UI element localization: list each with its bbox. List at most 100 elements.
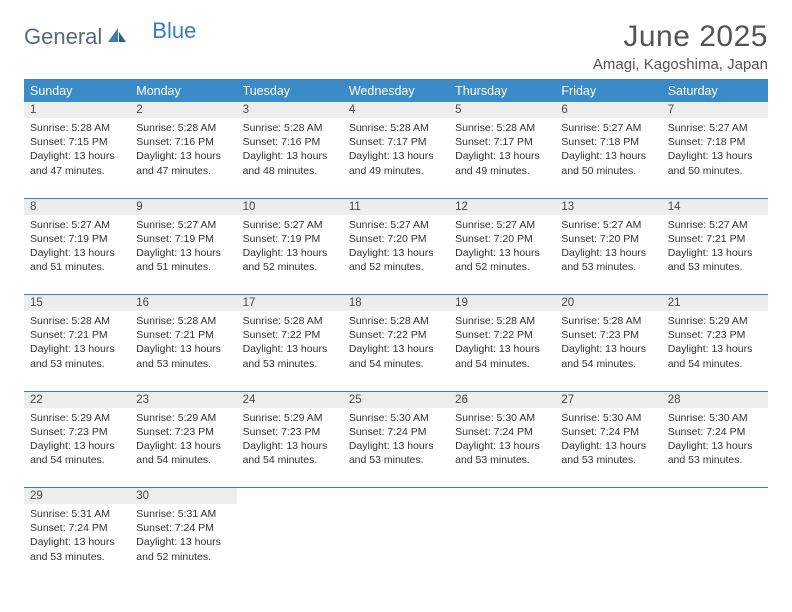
day-cell: Sunrise: 5:30 AMSunset: 7:24 PMDaylight:… (343, 408, 449, 474)
sunrise-line: Sunrise: 5:27 AM (561, 218, 655, 232)
sunset-line: Sunset: 7:22 PM (455, 328, 549, 342)
day-number: 12 (449, 199, 555, 215)
sunset-line: Sunset: 7:23 PM (668, 328, 762, 342)
day-cell: Sunrise: 5:29 AMSunset: 7:23 PMDaylight:… (130, 408, 236, 474)
sunrise-line: Sunrise: 5:31 AM (136, 507, 230, 521)
day-number: 9 (130, 199, 236, 215)
day-number: 2 (130, 102, 236, 118)
day-cell: Sunrise: 5:28 AMSunset: 7:22 PMDaylight:… (449, 311, 555, 377)
sunset-line: Sunset: 7:19 PM (243, 232, 337, 246)
sunrise-line: Sunrise: 5:30 AM (455, 411, 549, 425)
sunrise-line: Sunrise: 5:30 AM (668, 411, 762, 425)
sunrise-line: Sunrise: 5:27 AM (243, 218, 337, 232)
sunset-line: Sunset: 7:23 PM (561, 328, 655, 342)
sunrise-line: Sunrise: 5:28 AM (30, 314, 124, 328)
day-cell: Sunrise: 5:29 AMSunset: 7:23 PMDaylight:… (24, 408, 130, 474)
sunrise-line: Sunrise: 5:28 AM (136, 314, 230, 328)
day-number: 6 (555, 102, 661, 118)
sunset-line: Sunset: 7:15 PM (30, 135, 124, 149)
sunrise-line: Sunrise: 5:29 AM (243, 411, 337, 425)
sunset-line: Sunset: 7:23 PM (30, 425, 124, 439)
daylight-line: Daylight: 13 hours and 49 minutes. (349, 149, 443, 177)
day-cell: Sunrise: 5:30 AMSunset: 7:24 PMDaylight:… (555, 408, 661, 474)
logo-text-general: General (24, 24, 102, 50)
sunset-line: Sunset: 7:20 PM (561, 232, 655, 246)
sunrise-line: Sunrise: 5:27 AM (455, 218, 549, 232)
daylight-line: Daylight: 13 hours and 54 minutes. (136, 439, 230, 467)
daylight-line: Daylight: 13 hours and 50 minutes. (561, 149, 655, 177)
day-cell: Sunrise: 5:28 AMSunset: 7:22 PMDaylight:… (237, 311, 343, 377)
daynum-row: 22232425262728 (24, 391, 768, 408)
day-cell: Sunrise: 5:31 AMSunset: 7:24 PMDaylight:… (24, 504, 130, 570)
sunset-line: Sunset: 7:24 PM (455, 425, 549, 439)
daylight-line: Daylight: 13 hours and 52 minutes. (243, 246, 337, 274)
daylight-line: Daylight: 13 hours and 54 minutes. (455, 342, 549, 370)
daylight-line: Daylight: 13 hours and 53 minutes. (30, 535, 124, 563)
day-cell: Sunrise: 5:29 AMSunset: 7:23 PMDaylight:… (237, 408, 343, 474)
daylight-line: Daylight: 13 hours and 52 minutes. (349, 246, 443, 274)
day-number: 20 (555, 295, 661, 311)
day-cell: Sunrise: 5:28 AMSunset: 7:16 PMDaylight:… (237, 118, 343, 184)
sunset-line: Sunset: 7:24 PM (668, 425, 762, 439)
weekday-header: Tuesday (237, 80, 343, 103)
day-number: 26 (449, 392, 555, 408)
daynum-row: 2930 (24, 488, 768, 505)
weekday-header: Sunday (24, 80, 130, 103)
daylight-line: Daylight: 13 hours and 48 minutes. (243, 149, 337, 177)
day-number: 27 (555, 392, 661, 408)
sunrise-line: Sunrise: 5:28 AM (349, 314, 443, 328)
day-cell: Sunrise: 5:27 AMSunset: 7:19 PMDaylight:… (237, 215, 343, 281)
weekday-header: Friday (555, 80, 661, 103)
day-number: 11 (343, 199, 449, 215)
sunrise-line: Sunrise: 5:29 AM (30, 411, 124, 425)
month-title: June 2025 (593, 20, 768, 54)
day-cell: Sunrise: 5:31 AMSunset: 7:24 PMDaylight:… (130, 504, 236, 570)
daylight-line: Daylight: 13 hours and 50 minutes. (668, 149, 762, 177)
weekday-header: Wednesday (343, 80, 449, 103)
daynum-row: 15161718192021 (24, 295, 768, 312)
daylight-line: Daylight: 13 hours and 47 minutes. (136, 149, 230, 177)
day-cell: Sunrise: 5:27 AMSunset: 7:19 PMDaylight:… (130, 215, 236, 281)
daylight-line: Daylight: 13 hours and 53 minutes. (455, 439, 549, 467)
day-number: 14 (662, 199, 768, 215)
sunrise-line: Sunrise: 5:28 AM (243, 314, 337, 328)
day-number: 19 (449, 295, 555, 311)
weekday-header: Monday (130, 80, 236, 103)
day-number: 1 (24, 102, 130, 118)
sunset-line: Sunset: 7:20 PM (349, 232, 443, 246)
logo-text-blue: Blue (152, 18, 196, 44)
day-number: 8 (24, 199, 130, 215)
daylight-line: Daylight: 13 hours and 52 minutes. (455, 246, 549, 274)
day-number: 5 (449, 102, 555, 118)
daylight-line: Daylight: 13 hours and 53 minutes. (349, 439, 443, 467)
sunset-line: Sunset: 7:19 PM (136, 232, 230, 246)
sunset-line: Sunset: 7:21 PM (30, 328, 124, 342)
daynum-row: 891011121314 (24, 198, 768, 215)
sunset-line: Sunset: 7:17 PM (349, 135, 443, 149)
sunrise-line: Sunrise: 5:30 AM (561, 411, 655, 425)
sunset-line: Sunset: 7:20 PM (455, 232, 549, 246)
location-label: Amagi, Kagoshima, Japan (593, 56, 768, 73)
day-cell: Sunrise: 5:27 AMSunset: 7:18 PMDaylight:… (555, 118, 661, 184)
title-block: June 2025 Amagi, Kagoshima, Japan (593, 20, 768, 73)
daylight-line: Daylight: 13 hours and 54 minutes. (668, 342, 762, 370)
day-cell: Sunrise: 5:28 AMSunset: 7:17 PMDaylight:… (449, 118, 555, 184)
day-cell: Sunrise: 5:27 AMSunset: 7:20 PMDaylight:… (343, 215, 449, 281)
sunrise-line: Sunrise: 5:28 AM (136, 121, 230, 135)
sunrise-line: Sunrise: 5:28 AM (243, 121, 337, 135)
sunrise-line: Sunrise: 5:27 AM (30, 218, 124, 232)
sunset-line: Sunset: 7:16 PM (136, 135, 230, 149)
day-number: 30 (130, 488, 236, 504)
daynum-row: 1234567 (24, 102, 768, 118)
sunset-line: Sunset: 7:22 PM (243, 328, 337, 342)
day-number: 10 (237, 199, 343, 215)
day-cell: Sunrise: 5:28 AMSunset: 7:23 PMDaylight:… (555, 311, 661, 377)
week-row: Sunrise: 5:29 AMSunset: 7:23 PMDaylight:… (24, 408, 768, 488)
daylight-line: Daylight: 13 hours and 53 minutes. (668, 246, 762, 274)
sunrise-line: Sunrise: 5:28 AM (455, 121, 549, 135)
sunrise-line: Sunrise: 5:27 AM (561, 121, 655, 135)
day-cell: Sunrise: 5:27 AMSunset: 7:20 PMDaylight:… (449, 215, 555, 281)
daylight-line: Daylight: 13 hours and 51 minutes. (30, 246, 124, 274)
day-cell: Sunrise: 5:28 AMSunset: 7:22 PMDaylight:… (343, 311, 449, 377)
weekday-header: Saturday (662, 80, 768, 103)
